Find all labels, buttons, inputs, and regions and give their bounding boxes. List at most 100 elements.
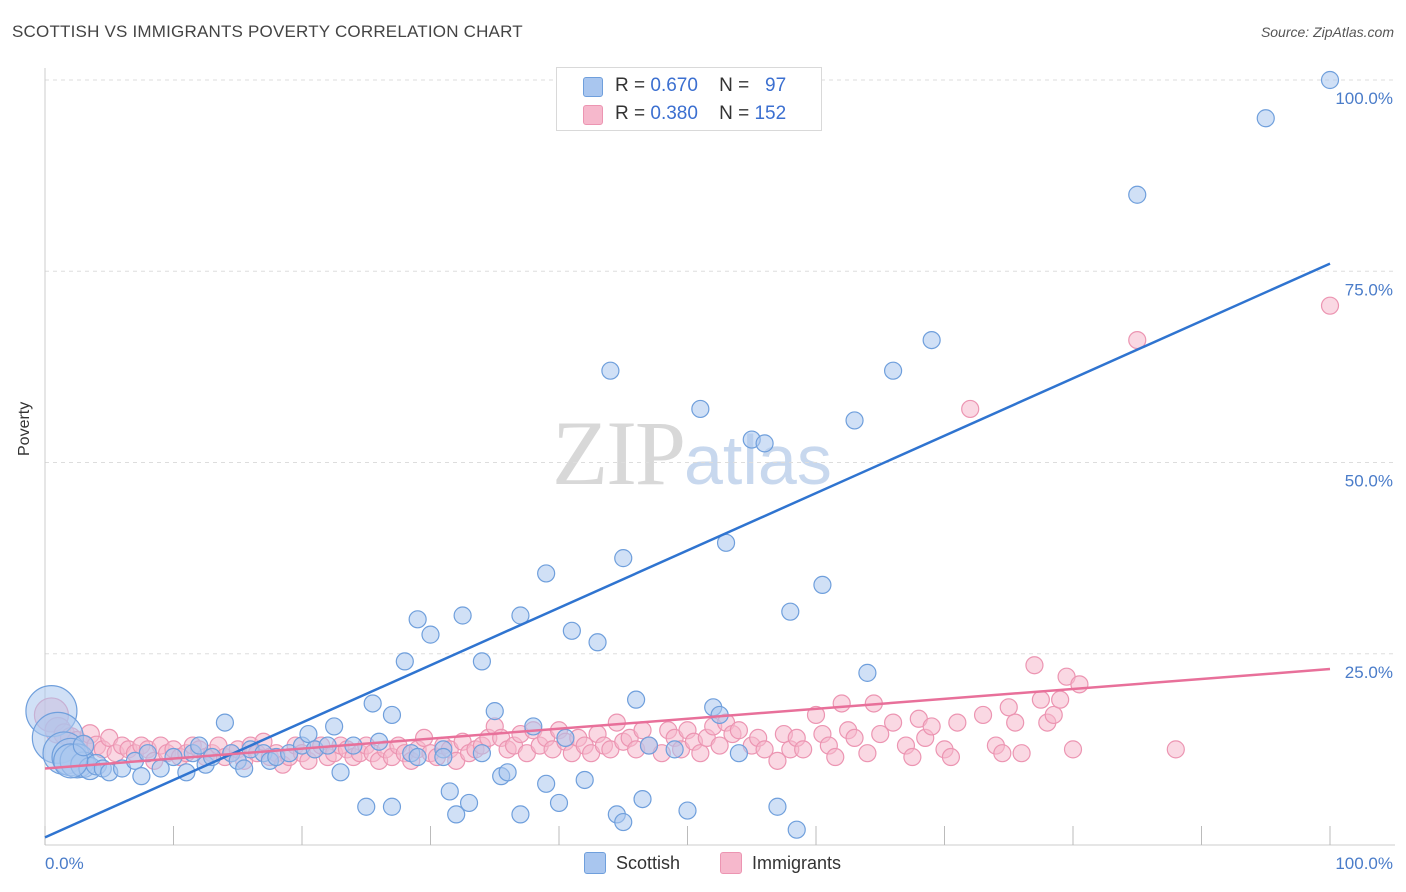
scottish-point — [421, 625, 440, 644]
legend-n-label: N = — [719, 103, 750, 124]
scottish-point — [215, 713, 234, 732]
immigrants-point — [999, 698, 1018, 717]
scottish-point — [883, 361, 903, 380]
scottish-point — [1128, 185, 1147, 204]
immigrants-point — [903, 747, 922, 767]
immigrants-point — [832, 694, 851, 713]
x-tick-label: 0.0% — [45, 854, 84, 873]
scottish-point — [845, 411, 864, 430]
tick-labels: 25.0% 50.0% 75.0% 100.0% 0.0% 100.0% — [45, 89, 1393, 873]
scottish-point — [556, 728, 575, 748]
legend-n-label: N = — [719, 75, 750, 96]
scottish-point — [601, 361, 620, 380]
scottish-point — [472, 652, 491, 671]
scottish-point — [614, 549, 633, 568]
scottish-point — [459, 793, 479, 813]
scottish-point — [1320, 70, 1340, 90]
x-tick-label: 100.0% — [1335, 854, 1393, 873]
scottish-point — [729, 744, 749, 763]
scottish-point — [755, 434, 774, 453]
legend-n-value: 152 — [754, 103, 787, 124]
immigrants-point — [1070, 675, 1089, 694]
legend-n-value: 97 — [765, 75, 787, 96]
scottish-point — [665, 740, 684, 759]
immigrants-trend-line — [44, 667, 1331, 770]
immigrants-point — [973, 705, 993, 725]
watermark-zip: ZIP — [552, 402, 686, 504]
immigrants-point — [1166, 740, 1185, 759]
trend-lines — [44, 262, 1331, 839]
scottish-point — [132, 767, 151, 786]
scottish-point — [498, 763, 517, 782]
scottish-point — [382, 797, 402, 816]
scottish-point — [562, 621, 581, 640]
immigrants-point — [858, 744, 877, 763]
scottish-point — [787, 820, 806, 839]
scottish-points — [25, 70, 1340, 839]
scottish-point — [190, 736, 209, 755]
scottish-point — [363, 694, 382, 713]
scottish-point — [325, 717, 344, 736]
scottish-point — [858, 663, 877, 682]
legend-swatch-scottish — [584, 852, 606, 874]
immigrants-point — [1320, 296, 1340, 315]
scottish-trend-line — [44, 262, 1331, 839]
legend-r-label: R = — [615, 103, 646, 124]
legend-r-label: R = — [615, 75, 646, 96]
scottish-point — [781, 602, 800, 621]
immigrants-point — [1012, 744, 1031, 763]
scottish-point — [626, 690, 646, 709]
y-axis-label: Poverty — [16, 401, 33, 456]
immigrants-point — [691, 744, 710, 763]
watermark: ZIPatlas — [552, 400, 832, 506]
immigrants-point — [710, 736, 729, 755]
scottish-point — [1256, 109, 1275, 128]
immigrants-point — [1025, 656, 1044, 675]
scottish-point — [235, 759, 254, 778]
scottish-point — [299, 724, 318, 744]
scottish-point — [453, 606, 472, 625]
y-tick-label: 50.0% — [1345, 472, 1393, 491]
immigrants-point — [729, 721, 749, 740]
immigrants-point — [941, 747, 961, 767]
legend-r-value: 0.670 — [650, 75, 698, 96]
y-tick-label: 25.0% — [1345, 663, 1393, 682]
scottish-point — [511, 805, 530, 824]
scottish-point — [922, 331, 941, 350]
scottish-point — [408, 610, 427, 629]
legend-swatch-immigrants — [583, 105, 603, 125]
legend-swatch-immigrants — [720, 852, 742, 874]
scottish-point — [447, 805, 466, 824]
grid — [45, 79, 1395, 655]
scottish-point — [768, 797, 787, 816]
scottish-point — [588, 633, 607, 652]
source-label: Source: ZipAtlas.com — [1260, 24, 1394, 40]
immigrants-point — [1031, 690, 1050, 709]
immigrants-point — [922, 717, 941, 736]
scottish-point — [614, 812, 633, 832]
scottish-point — [72, 734, 95, 757]
legend-item-scottish[interactable]: Scottish — [584, 852, 680, 874]
scottish-point — [440, 782, 459, 801]
scottish-point — [639, 736, 659, 755]
legend-row-scottish-text: R = 0.670 N = 97 — [615, 75, 786, 97]
legend-label-scottish: Scottish — [616, 852, 681, 873]
immigrants-point — [883, 713, 903, 732]
scottish-point — [549, 793, 569, 813]
immigrants-point — [1006, 713, 1025, 732]
legend-item-immigrants[interactable]: Immigrants — [720, 852, 841, 874]
scottish-point — [357, 797, 376, 816]
scottish-point — [537, 774, 556, 793]
scottish-point — [485, 702, 504, 721]
immigrants-point — [806, 705, 826, 725]
legend-swatch-scottish — [583, 77, 603, 97]
immigrants-point — [755, 740, 774, 759]
immigrants-point — [961, 399, 980, 419]
immigrants-point — [948, 713, 967, 732]
scottish-point — [434, 747, 453, 767]
scottish-point — [472, 744, 491, 763]
immigrants-point — [826, 747, 845, 767]
scottish-point — [678, 801, 697, 820]
y-tick-label: 100.0% — [1335, 89, 1393, 108]
